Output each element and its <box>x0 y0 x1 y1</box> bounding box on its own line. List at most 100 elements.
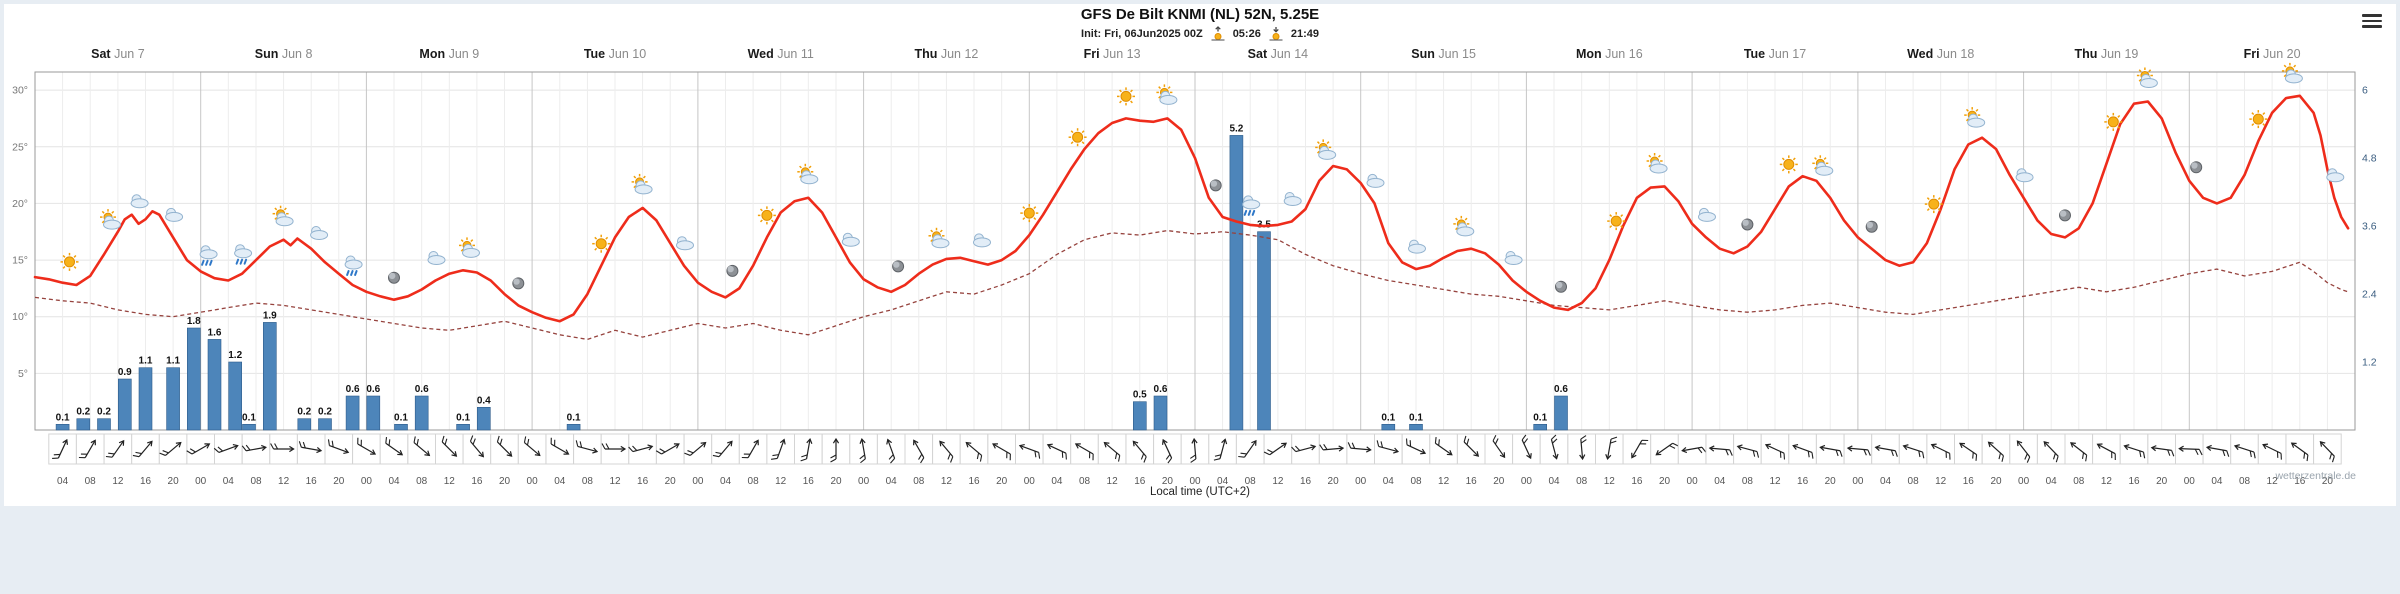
day-label: Sun Jun 8 <box>255 47 313 61</box>
weather-icon-sun-cloud <box>459 237 480 258</box>
menu-icon[interactable] <box>2362 11 2382 31</box>
weather-icon-sun-cloud <box>797 163 819 185</box>
x-tick-label: 16 <box>1631 476 1643 487</box>
wind-barb <box>1655 442 1679 456</box>
weather-icon-rain <box>199 245 218 266</box>
x-tick-label: 12 <box>609 476 621 487</box>
precip-bar <box>97 418 111 431</box>
weather-icon-moon <box>388 271 400 284</box>
wind-barb <box>1074 443 1094 461</box>
wind-barb <box>2016 440 2031 463</box>
wind-barb <box>575 440 599 454</box>
precip-bar-label: 0.1 <box>1533 412 1547 423</box>
weather-icon-rain <box>1242 195 1261 216</box>
x-tick-label: 08 <box>2239 476 2251 487</box>
page-title: GFS De Bilt KNMI (NL) 52N, 5.25E <box>1080 6 1320 23</box>
weather-icon-sun <box>1117 87 1135 106</box>
wind-barb <box>1263 442 1288 456</box>
weather-icon-cloud <box>130 194 149 209</box>
wind-barb <box>1874 444 1898 457</box>
weather-icon-sun <box>2249 110 2268 129</box>
x-tick-label: 20 <box>996 476 1008 487</box>
temperature-line <box>33 94 2350 323</box>
weather-icon-sun-cloud <box>1964 107 1986 128</box>
precip-bar-label: 1.2 <box>228 350 242 361</box>
wind-barb <box>684 441 707 456</box>
wind-barb-box <box>103 433 133 465</box>
precip-bar <box>1381 423 1396 431</box>
weather-icon-sun-cloud <box>631 173 653 195</box>
x-tick-label: 12 <box>1438 476 1450 487</box>
x-tick-label: 04 <box>2046 476 2058 487</box>
precip-bar-label: 0.1 <box>56 412 70 423</box>
wind-barb <box>859 438 866 464</box>
wind-barb <box>771 438 786 460</box>
wind-barb <box>1046 443 1067 460</box>
precip-bar-label: 0.1 <box>1409 412 1423 423</box>
precip-bar-label: 0.6 <box>1554 384 1568 395</box>
precip-bar <box>318 418 332 431</box>
x-tick-label: 04 <box>1383 476 1395 487</box>
wind-barb <box>1930 443 1951 460</box>
wind-barb <box>385 436 404 456</box>
wind-barb <box>655 443 680 455</box>
wind-barb <box>132 440 153 458</box>
x-tick-label: 08 <box>1410 476 1422 487</box>
day-label: Fri Jun 20 <box>2244 47 2301 61</box>
precip-bar <box>414 395 429 431</box>
wind-barb <box>1736 444 1760 458</box>
temp-axis-label: 30° <box>12 85 28 97</box>
wind-barb <box>2123 444 2146 459</box>
weather-icon-cloud <box>427 251 446 265</box>
x-tick-label: 04 <box>1548 476 1560 487</box>
wind-barb <box>1681 446 1707 454</box>
x-tick-label: 20 <box>1328 476 1340 487</box>
chart-header: GFS De Bilt KNMI (NL) 52N, 5.25E Init: F… <box>0 6 2400 41</box>
day-label: Sat Jun 7 <box>91 47 145 61</box>
x-tick-label: 08 <box>85 476 97 487</box>
precip-bar-label: 0.2 <box>297 407 311 418</box>
weather-icon-sun <box>1779 155 1798 174</box>
weather-icon-sun-cloud <box>1812 155 1834 176</box>
wind-barb <box>550 437 570 455</box>
weather-icon-cloud <box>1366 173 1385 188</box>
dewpoint-line <box>34 229 2349 341</box>
x-tick-label: 12 <box>444 476 456 487</box>
wind-barb <box>1018 443 1041 459</box>
x-tick-label: 08 <box>1079 476 1091 487</box>
x-tick-label: 20 <box>168 476 180 487</box>
precip-bar-label: 0.9 <box>118 367 132 378</box>
weather-icon-sun <box>1607 212 1626 231</box>
precip-bar <box>76 418 91 431</box>
wind-barb <box>241 444 267 452</box>
x-tick-label: 20 <box>830 476 842 487</box>
wind-barb <box>939 440 954 463</box>
x-tick-label: 12 <box>1604 476 1616 487</box>
precip-bar <box>394 423 408 431</box>
x-tick-label: 20 <box>1659 476 1671 487</box>
x-tick-label: 04 <box>1880 476 1892 487</box>
wind-barb <box>1521 434 1532 460</box>
precip-bar <box>366 395 381 431</box>
precip-bar-label: 1.1 <box>166 356 180 367</box>
x-tick-label: 12 <box>2101 476 2113 487</box>
wind-barb <box>1319 444 1345 452</box>
x-tick-label: 20 <box>2322 476 2334 487</box>
x-tick-label: 00 <box>527 476 539 487</box>
weather-icon-sun-cloud <box>2136 67 2158 88</box>
wind-barb <box>830 437 840 463</box>
wind-barb <box>78 439 96 459</box>
weather-icon-cloud <box>2015 168 2034 183</box>
x-tick-label: 20 <box>1162 476 1174 487</box>
precip-axis-label: 3.6 <box>2362 221 2377 233</box>
precip-bar <box>1153 395 1168 431</box>
plot-border <box>34 71 2356 431</box>
precip-bar <box>55 423 70 431</box>
precip-bar <box>1554 395 1568 431</box>
precip-bar-label: 0.1 <box>567 412 581 423</box>
wind-barb <box>2319 440 2335 463</box>
precip-bar-label: 0.6 <box>1154 384 1168 395</box>
x-tick-label: 08 <box>1245 476 1257 487</box>
wind-barb <box>1132 440 1147 463</box>
x-tick-label: 04 <box>886 476 898 487</box>
